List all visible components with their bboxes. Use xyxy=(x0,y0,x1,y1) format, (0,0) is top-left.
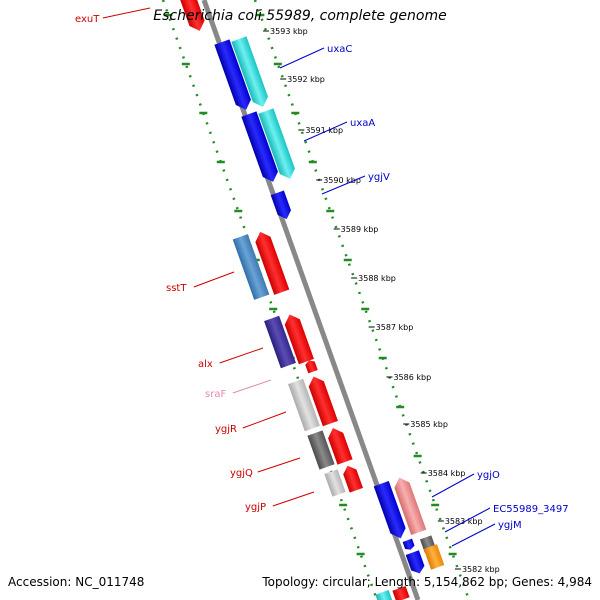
tick-label-3582: 3582 kbp xyxy=(462,565,500,574)
gene-feature xyxy=(328,428,353,465)
gene-leader-uxac xyxy=(279,47,325,69)
gene-feature xyxy=(232,234,270,300)
gene-arrow xyxy=(264,315,296,369)
gene-label-ygjv: ygjV xyxy=(368,172,390,183)
tick-label-3587: 3587 kbp xyxy=(376,323,414,332)
gene-leader-ygjp xyxy=(272,491,315,507)
gene-features xyxy=(178,0,445,600)
gene-arrow xyxy=(394,477,427,536)
gene-feature xyxy=(402,538,415,550)
gene-arrow xyxy=(307,430,335,470)
tick-label-3590: 3590 kbp xyxy=(323,176,361,185)
gene-label-ygjp: ygjP xyxy=(245,502,266,513)
gene-label-sraf: sraF xyxy=(205,389,226,400)
gene-arrow xyxy=(232,234,270,300)
gene-feature xyxy=(241,111,278,182)
feature-tracks xyxy=(161,0,471,600)
gene-label-ygjm: ygjM xyxy=(498,520,522,531)
gene-feature xyxy=(375,589,393,600)
tick-label-3588: 3588 kbp xyxy=(358,274,396,283)
gene-feature xyxy=(288,378,320,432)
gene-labels: exuT uxaC uxaA ygjV sstT alx sraF ygjR ygjQ ygjP y… xyxy=(75,7,569,547)
gene-feature xyxy=(423,544,445,570)
tick-label-3586: 3586 kbp xyxy=(393,373,431,382)
gene-arrow xyxy=(231,36,268,107)
gene-label-ygjo: ygjO xyxy=(477,470,500,481)
gene-feature xyxy=(373,480,406,539)
accession-text: Accession: NC_011748 xyxy=(8,575,145,589)
gene-arrow xyxy=(255,231,290,295)
gene-arrow xyxy=(258,108,295,179)
gene-leader-ygjm xyxy=(451,523,496,547)
gene-arrow xyxy=(305,360,318,374)
tick-label-3584: 3584 kbp xyxy=(428,469,466,478)
tick-label-3585: 3585 kbp xyxy=(410,420,448,429)
gene-feature xyxy=(264,315,296,369)
tick-label-3591: 3591 kbp xyxy=(305,126,343,135)
gene-leader-uxaa xyxy=(303,121,348,142)
gene-feature xyxy=(343,465,363,493)
gene-feature xyxy=(270,190,291,220)
gene-feature xyxy=(258,108,295,179)
gene-leader-exut xyxy=(102,7,151,19)
gene-arrow xyxy=(328,428,353,465)
gene-arrow xyxy=(288,378,320,432)
gene-label-ec55989-3497: EC55989_3497 xyxy=(493,504,569,515)
gene-feature xyxy=(178,0,205,31)
tick-label-3593: 3593 kbp xyxy=(270,27,308,36)
tick-label-3589: 3589 kbp xyxy=(341,225,379,234)
gene-label-uxac: uxaC xyxy=(327,44,352,55)
gene-label-ygjq: ygjQ xyxy=(230,468,253,479)
tick-label-3592: 3592 kbp xyxy=(287,75,325,84)
gene-label-uxaa: uxaA xyxy=(350,118,375,129)
gene-feature xyxy=(231,36,268,107)
gene-feature xyxy=(392,585,410,600)
gene-leader-ec55989-3497 xyxy=(444,507,491,533)
gene-feature xyxy=(308,376,338,427)
gene-leader-ygjo xyxy=(431,473,475,498)
map-title: Escherichia coli 55989, complete genome xyxy=(153,8,447,24)
gene-arrow xyxy=(392,585,410,600)
left-dotted-track xyxy=(161,0,379,600)
gene-arrow xyxy=(270,190,291,220)
gene-feature xyxy=(214,39,251,110)
gene-label-exut: exuT xyxy=(75,14,100,25)
genome-summary-text: Topology: circular; Length: 5,154,862 bp… xyxy=(262,575,592,589)
gene-arrow xyxy=(214,39,251,110)
gene-feature xyxy=(324,469,346,497)
right-dotted-track xyxy=(253,0,471,600)
gene-feature xyxy=(394,477,427,536)
gene-leader-ygjv xyxy=(321,175,366,195)
gene-leader-ygjr xyxy=(242,411,287,429)
gene-arrow xyxy=(375,589,393,600)
gene-arrow xyxy=(373,480,406,539)
gene-leader-sstt xyxy=(193,271,235,288)
gene-leader-ygjq xyxy=(257,457,301,473)
gene-feature xyxy=(307,430,335,470)
gene-arrow xyxy=(178,0,205,31)
gene-arrow xyxy=(324,469,346,497)
gene-feature xyxy=(405,550,425,574)
gene-leader-sraf xyxy=(232,379,272,394)
gene-arrow xyxy=(402,538,415,550)
gene-arrow xyxy=(343,465,363,493)
gene-arrow xyxy=(241,111,278,182)
gene-arrow xyxy=(308,376,338,427)
gene-leader-alx xyxy=(219,347,264,364)
gene-label-sstt: sstT xyxy=(166,283,187,294)
gene-feature xyxy=(284,314,314,365)
gene-feature xyxy=(255,231,290,295)
gene-arrow xyxy=(284,314,314,365)
gene-label-ygjr: ygjR xyxy=(215,424,237,435)
gene-arrow xyxy=(423,544,445,570)
gene-feature xyxy=(305,360,318,374)
gene-label-alx: alx xyxy=(198,359,213,370)
gene-arrow xyxy=(405,550,425,574)
